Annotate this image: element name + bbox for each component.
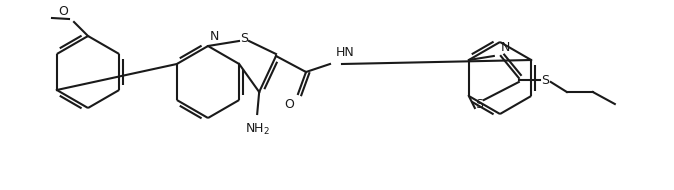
Text: S: S: [240, 32, 248, 44]
Text: O: O: [284, 98, 294, 111]
Text: NH$_2$: NH$_2$: [245, 122, 270, 137]
Text: N: N: [501, 41, 510, 54]
Text: O: O: [58, 5, 68, 18]
Text: S: S: [474, 97, 483, 111]
Text: HN: HN: [336, 46, 355, 59]
Text: S: S: [541, 74, 549, 86]
Text: N: N: [210, 30, 219, 43]
